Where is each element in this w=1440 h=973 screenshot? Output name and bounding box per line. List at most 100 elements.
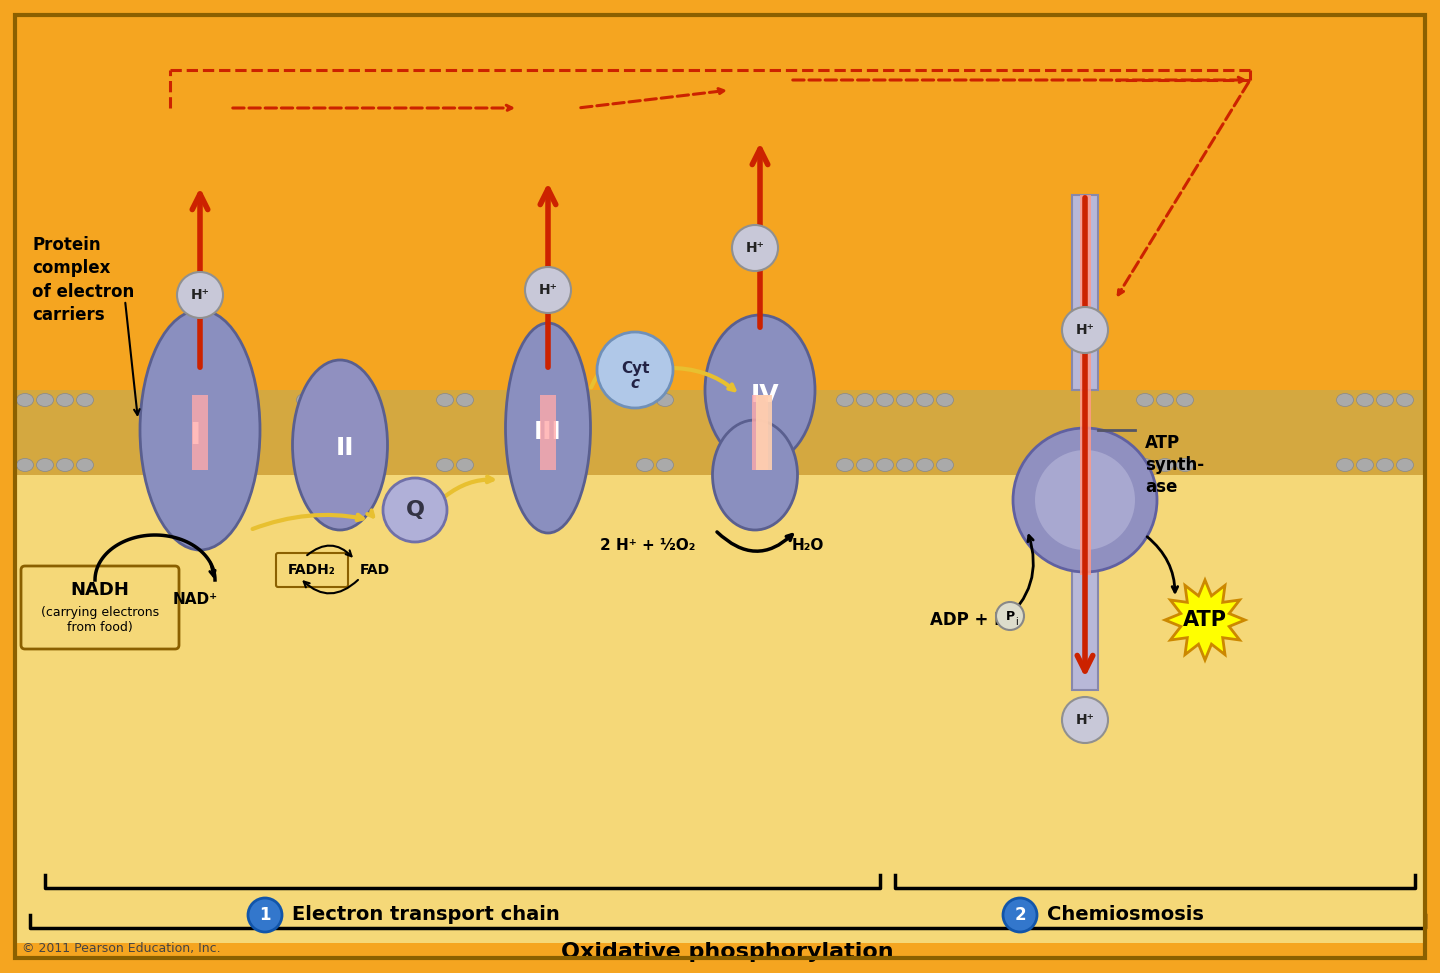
Ellipse shape [436,393,454,407]
Ellipse shape [916,393,933,407]
Text: H⁺: H⁺ [746,241,765,255]
Circle shape [177,272,223,318]
Circle shape [1012,428,1156,572]
Ellipse shape [636,393,654,407]
Circle shape [1004,898,1037,932]
Bar [14,475,1426,943]
Text: III: III [534,420,562,444]
Ellipse shape [877,393,893,407]
Circle shape [996,602,1024,630]
Text: ADP + Pᵢ: ADP + Pᵢ [930,611,1009,629]
Ellipse shape [456,458,474,472]
Circle shape [1035,450,1135,550]
Ellipse shape [1356,458,1374,472]
Ellipse shape [317,393,334,407]
Ellipse shape [837,458,854,472]
Ellipse shape [1377,393,1394,407]
Text: H₂O: H₂O [792,537,824,553]
Ellipse shape [16,393,33,407]
Text: 2 H⁺ + ½O₂: 2 H⁺ + ½O₂ [600,537,696,553]
FancyBboxPatch shape [22,566,179,649]
Ellipse shape [706,315,815,465]
Ellipse shape [317,458,334,472]
Text: i: i [1015,617,1018,627]
Bar [1080,195,1092,575]
Text: Chemiosmosis: Chemiosmosis [1047,906,1204,924]
Ellipse shape [857,458,874,472]
Ellipse shape [140,310,261,550]
Ellipse shape [657,458,674,472]
Ellipse shape [16,458,33,472]
Bar [1071,505,1099,690]
Ellipse shape [713,420,798,530]
Ellipse shape [1176,458,1194,472]
Ellipse shape [1397,393,1414,407]
Ellipse shape [1356,393,1374,407]
Text: Electron transport chain: Electron transport chain [292,906,560,924]
Ellipse shape [76,458,94,472]
Ellipse shape [36,458,53,472]
Ellipse shape [297,393,314,407]
Bar [752,395,768,470]
Text: NADH: NADH [71,581,130,599]
Ellipse shape [1377,458,1394,472]
Ellipse shape [916,458,933,472]
Ellipse shape [1136,458,1153,472]
Ellipse shape [1156,458,1174,472]
Ellipse shape [56,458,73,472]
Ellipse shape [1336,393,1354,407]
Text: FAD: FAD [360,563,390,577]
Ellipse shape [76,393,94,407]
Bar [756,395,772,470]
Text: I: I [189,420,200,450]
Ellipse shape [877,458,893,472]
Ellipse shape [936,458,953,472]
Text: 2: 2 [1014,906,1025,924]
Text: FADH₂: FADH₂ [288,563,336,577]
Text: II: II [336,436,354,460]
Ellipse shape [36,393,53,407]
Text: H⁺: H⁺ [1076,713,1094,727]
Ellipse shape [436,458,454,472]
Text: Protein
complex
of electron
carriers: Protein complex of electron carriers [32,235,134,324]
Ellipse shape [1156,393,1174,407]
Circle shape [598,332,672,408]
Circle shape [383,478,446,542]
Ellipse shape [297,458,314,472]
Text: (carrying electrons
from food): (carrying electrons from food) [40,606,158,634]
Circle shape [248,898,282,932]
Circle shape [732,225,778,271]
Ellipse shape [1397,458,1414,472]
Text: © 2011 Pearson Education, Inc.: © 2011 Pearson Education, Inc. [22,942,220,955]
Bar [540,395,556,470]
FancyBboxPatch shape [276,553,348,587]
Ellipse shape [936,393,953,407]
Text: Q: Q [406,500,425,520]
Ellipse shape [505,323,590,533]
Text: ATP
synth-
ase: ATP synth- ase [1145,434,1204,496]
Ellipse shape [456,393,474,407]
Text: H⁺: H⁺ [539,283,557,297]
Text: IV: IV [750,383,779,407]
Text: Cyt: Cyt [621,361,649,376]
Ellipse shape [292,360,387,530]
Text: H⁺: H⁺ [190,288,209,302]
Polygon shape [1165,580,1246,660]
Bar [192,395,207,470]
Text: ATP: ATP [1184,610,1227,630]
Text: c: c [631,377,639,391]
Ellipse shape [657,393,674,407]
Ellipse shape [1336,458,1354,472]
Ellipse shape [1176,393,1194,407]
Ellipse shape [56,393,73,407]
Circle shape [1063,307,1107,353]
Text: 1: 1 [259,906,271,924]
Bar [14,390,1426,475]
Text: Oxidative phosphorylation: Oxidative phosphorylation [560,942,893,962]
Bar [1071,195,1099,390]
Circle shape [526,267,572,313]
Ellipse shape [837,393,854,407]
Ellipse shape [636,458,654,472]
Circle shape [1063,697,1107,743]
Ellipse shape [1136,393,1153,407]
